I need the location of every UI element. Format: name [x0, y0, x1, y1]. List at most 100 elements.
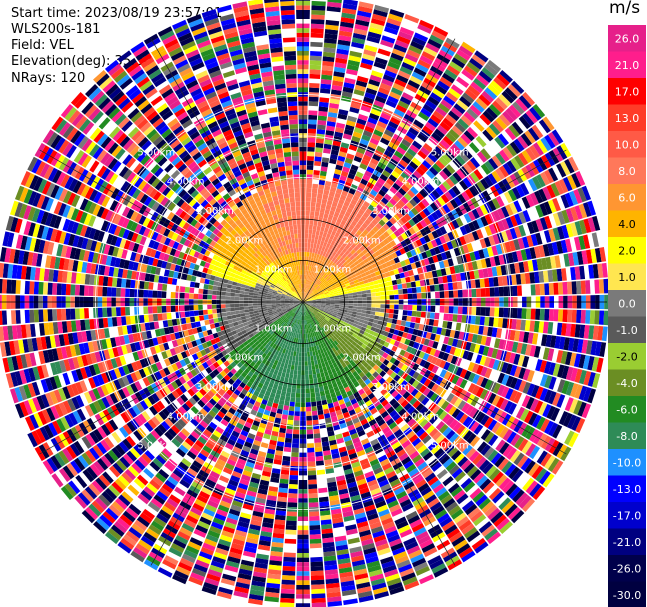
radar-gate [522, 92, 536, 106]
radar-gate [536, 139, 548, 154]
radar-gate [479, 388, 489, 400]
radar-gate [426, 390, 435, 399]
radar-gate [347, 59, 360, 67]
radar-gate [327, 116, 337, 123]
radar-gate [347, 252, 353, 258]
radar-gate [311, 287, 315, 292]
radar-gate [548, 167, 559, 182]
radar-gate [306, 296, 311, 300]
radar-gate [387, 61, 401, 70]
radar-gate [487, 83, 501, 97]
radar-gate [325, 283, 331, 288]
radar-gate [540, 418, 550, 433]
radar-gate [538, 470, 551, 485]
radar-gate [310, 306, 315, 310]
radar-gate [327, 228, 333, 235]
radar-gate [320, 295, 326, 298]
radar-gate [316, 133, 325, 140]
radar-gate [347, 292, 353, 296]
radar-gate [412, 255, 420, 263]
radar-gate [360, 312, 366, 317]
radar-gate [511, 187, 522, 200]
radar-gate [304, 274, 307, 280]
radar-gate [361, 343, 367, 350]
radar-gate [378, 116, 389, 125]
radar-gate [290, 364, 295, 370]
radar-gate [338, 306, 344, 310]
radar-gate [420, 107, 432, 118]
radar-gate [371, 276, 378, 282]
radar-gate [309, 529, 321, 535]
radar-gate [389, 259, 396, 266]
radar-gate [488, 123, 501, 136]
radar-gate [359, 269, 365, 275]
radar-gate [343, 321, 349, 326]
radar-gate [392, 314, 399, 320]
radar-gate [459, 95, 472, 108]
radar-gate [127, 484, 140, 496]
radar-gate [419, 574, 434, 585]
radar-gate [312, 300, 317, 302]
radar-gate [351, 273, 357, 279]
radar-gate [313, 290, 318, 294]
radar-gate [325, 275, 330, 280]
radar-gate [449, 329, 456, 338]
radar-gate [351, 265, 358, 271]
radar-gate [386, 162, 396, 171]
radar-gate [290, 392, 296, 398]
radar-gate [303, 329, 306, 334]
radar-gate [513, 239, 521, 251]
radar-gate [443, 283, 449, 291]
radar-gate [404, 180, 413, 190]
radar-gate [342, 86, 354, 94]
radar-gate [476, 259, 483, 270]
radar-gate [315, 307, 320, 311]
radar-gate [344, 250, 351, 256]
radar-gate [311, 304, 317, 307]
radar-gate [292, 434, 300, 439]
radar-gate [467, 85, 481, 97]
radar-gate [423, 216, 432, 226]
radar-gate [334, 168, 342, 175]
radar-gate [556, 240, 564, 254]
radar-gate [480, 335, 487, 346]
radar-gate [370, 157, 379, 166]
radar-gate [310, 293, 315, 297]
radar-gate [323, 227, 329, 234]
radar-gate [371, 70, 384, 79]
radar-gate [362, 297, 367, 301]
radar-gate [404, 53, 419, 63]
radar-gate [362, 130, 373, 138]
radar-gate [548, 376, 557, 390]
radar-gate [398, 31, 413, 41]
radar-gate [310, 266, 314, 272]
radar-gate [575, 418, 586, 433]
radar-gate [336, 316, 341, 320]
radar-gate [358, 182, 366, 190]
radar-gate [300, 324, 303, 330]
radar-gate [304, 283, 306, 289]
radar-gate [436, 327, 443, 335]
radar-gate [430, 114, 442, 125]
radar-gate [462, 263, 469, 272]
radar-gate [421, 159, 432, 170]
radar-gate [407, 287, 413, 294]
radar-gate [327, 288, 333, 292]
radar-gate [362, 229, 369, 236]
radar-gate [336, 227, 343, 234]
radar-gate [360, 62, 373, 70]
radar-gate [568, 432, 579, 448]
radar-gate [588, 325, 595, 340]
radar-gate [352, 226, 359, 234]
radar-gate [518, 95, 532, 109]
radar-gate [328, 291, 334, 295]
radar-gate [411, 157, 422, 167]
radar-gate [367, 117, 378, 125]
radar-gate [438, 351, 445, 360]
radar-gate [376, 324, 382, 330]
radar-gate [292, 378, 297, 384]
radar-gate [487, 392, 497, 404]
radar-gate [429, 312, 435, 319]
radar-gate [308, 275, 311, 281]
radar-gate [324, 292, 330, 296]
